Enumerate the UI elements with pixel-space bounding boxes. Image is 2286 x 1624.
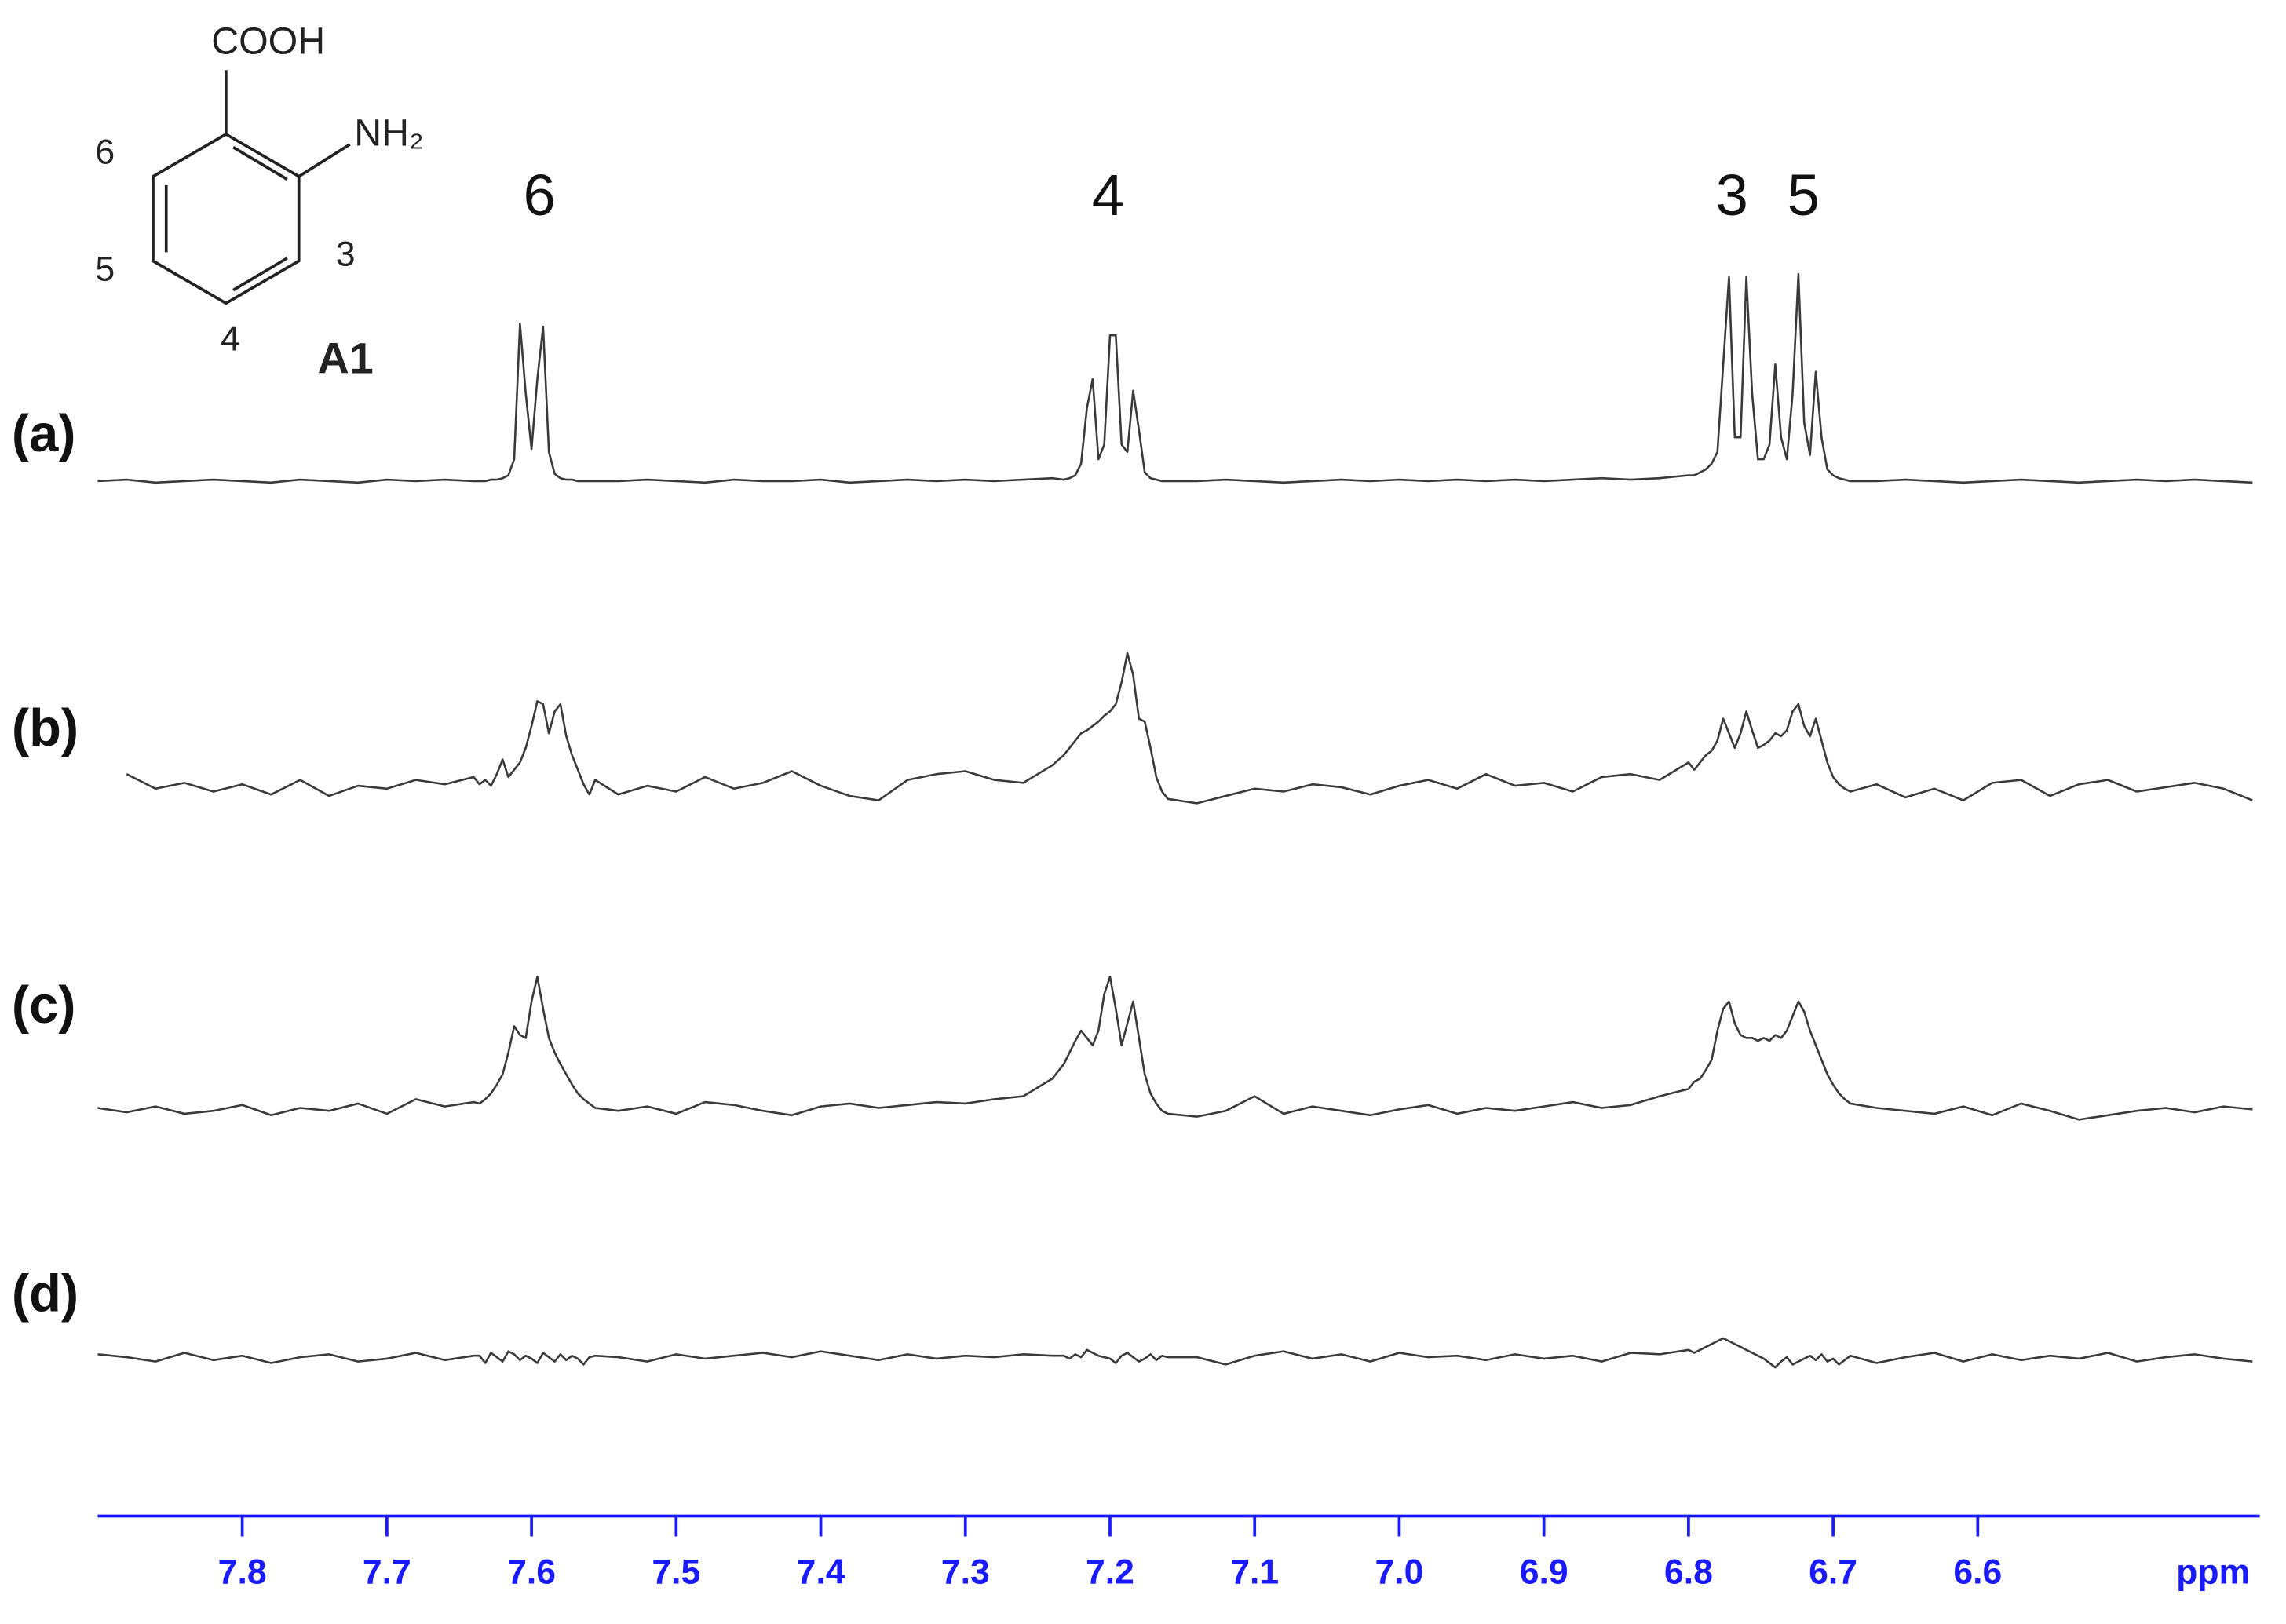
benzene-ring: [152, 132, 301, 305]
x-tick-label: 7.6: [507, 1553, 556, 1592]
spectrum-trace: [97, 1337, 2253, 1369]
x-tick-label: 7.8: [218, 1553, 267, 1592]
x-tick-label: 6.9: [1520, 1553, 1568, 1592]
substituent: NH₂: [354, 112, 423, 155]
trace-label: (d): [12, 1265, 79, 1323]
spectrum-trace: [97, 272, 2253, 484]
structure: [152, 70, 351, 305]
spectrum-trace: [126, 651, 2253, 805]
position-label: 5: [95, 250, 115, 288]
peak-label: 5: [1788, 162, 1820, 228]
peak-label: 6: [523, 162, 555, 228]
double-bond: [232, 257, 288, 292]
trace-label: (b): [12, 699, 79, 757]
substituent: COOH: [211, 20, 325, 63]
x-tick-label: 7.4: [797, 1553, 845, 1592]
x-tick-label: 7.2: [1086, 1553, 1134, 1592]
peak-label: 3: [1716, 162, 1748, 228]
double-bond: [232, 146, 288, 181]
position-label: 3: [336, 235, 356, 274]
position-label: 4: [221, 319, 240, 358]
peak-label: 4: [1092, 162, 1124, 228]
bond: [298, 143, 351, 178]
x-tick-label: 7.3: [941, 1553, 990, 1592]
x-tick-label: 7.5: [652, 1553, 700, 1592]
trace-label: (a): [12, 404, 76, 463]
x-tick-label: 7.1: [1230, 1553, 1279, 1592]
structure-labels: COOH NH₂ 6 5 4 3 A1: [95, 20, 423, 383]
x-tick-label: 6.7: [1809, 1553, 1857, 1592]
trace-label: (c): [12, 976, 76, 1035]
x-tick-label: 7.0: [1375, 1553, 1423, 1592]
x-tick-label: 6.6: [1953, 1553, 2002, 1592]
spectrum-trace: [97, 976, 2253, 1121]
x-axis-label: ppm: [2176, 1553, 2250, 1592]
compound-name: A1: [318, 334, 374, 382]
x-tick-label: 6.8: [1664, 1553, 1713, 1592]
x-tick-label: 7.7: [363, 1553, 411, 1592]
position-label: 6: [95, 133, 115, 172]
